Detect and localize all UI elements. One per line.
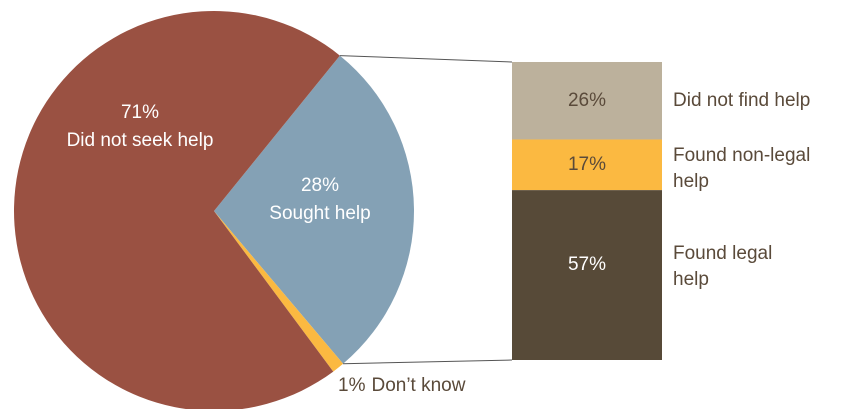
slice-value-label: 71% <box>121 102 159 123</box>
connector <box>343 359 513 365</box>
bar-value-label: 17% <box>568 154 606 175</box>
slice-value-label: 28% <box>301 175 339 196</box>
bar-category-label: Found non-legal help <box>673 144 811 192</box>
pie-slice <box>214 55 414 364</box>
pie-slice <box>14 11 340 409</box>
pie-slice <box>214 211 344 372</box>
bar-segment <box>512 190 662 360</box>
slice-label: 1% Don’t know <box>338 375 466 396</box>
slice-name-label: Sought help <box>269 203 370 224</box>
bar-category-label: Did not find help <box>673 89 811 111</box>
bar-segment <box>512 139 662 191</box>
bar-segment <box>512 62 662 140</box>
bar-value-label: 26% <box>568 90 606 111</box>
bar-value-label: 57% <box>568 254 606 275</box>
connector <box>339 55 513 63</box>
slice-value-label: 1% <box>338 375 366 396</box>
slice-name-label: Did not seek help <box>67 130 214 151</box>
slice-name-label: Don’t know <box>371 375 465 396</box>
bar-category-label: Found legal help <box>673 243 773 291</box>
